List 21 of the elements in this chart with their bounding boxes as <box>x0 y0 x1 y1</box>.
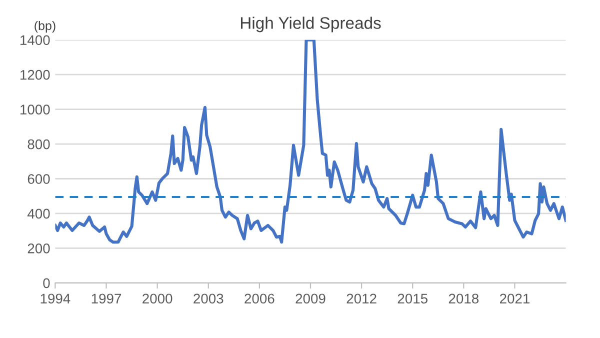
x-tick-label: 2003 <box>194 294 224 304</box>
x-tick-label: 2021 <box>500 294 530 304</box>
x-tick-label: 2006 <box>244 294 274 304</box>
y-tick-label: 1200 <box>20 70 50 80</box>
x-tick-label: 2012 <box>346 294 376 304</box>
y-tick-label: 600 <box>28 174 50 184</box>
y-axis-title: (bp) <box>34 20 56 33</box>
chart-title: High Yield Spreads <box>240 16 381 32</box>
y-tick-label: 400 <box>27 208 50 219</box>
y-tick-label: 800 <box>28 139 50 150</box>
y-tick-label: 1000 <box>20 104 50 114</box>
x-tick-label: 2015 <box>398 294 428 304</box>
x-tick-label: 1997 <box>92 294 122 304</box>
x-tick-label: 1994 <box>40 294 70 304</box>
y-tick-label: 0 <box>43 278 50 288</box>
y-tick-label: 200 <box>28 244 50 254</box>
line-series <box>55 40 566 244</box>
x-tick-label: 2018 <box>448 294 479 304</box>
y-tick-label: 1400 <box>20 35 50 46</box>
x-tick-label: 2000 <box>142 294 172 304</box>
x-tick-label: 2009 <box>296 294 326 304</box>
